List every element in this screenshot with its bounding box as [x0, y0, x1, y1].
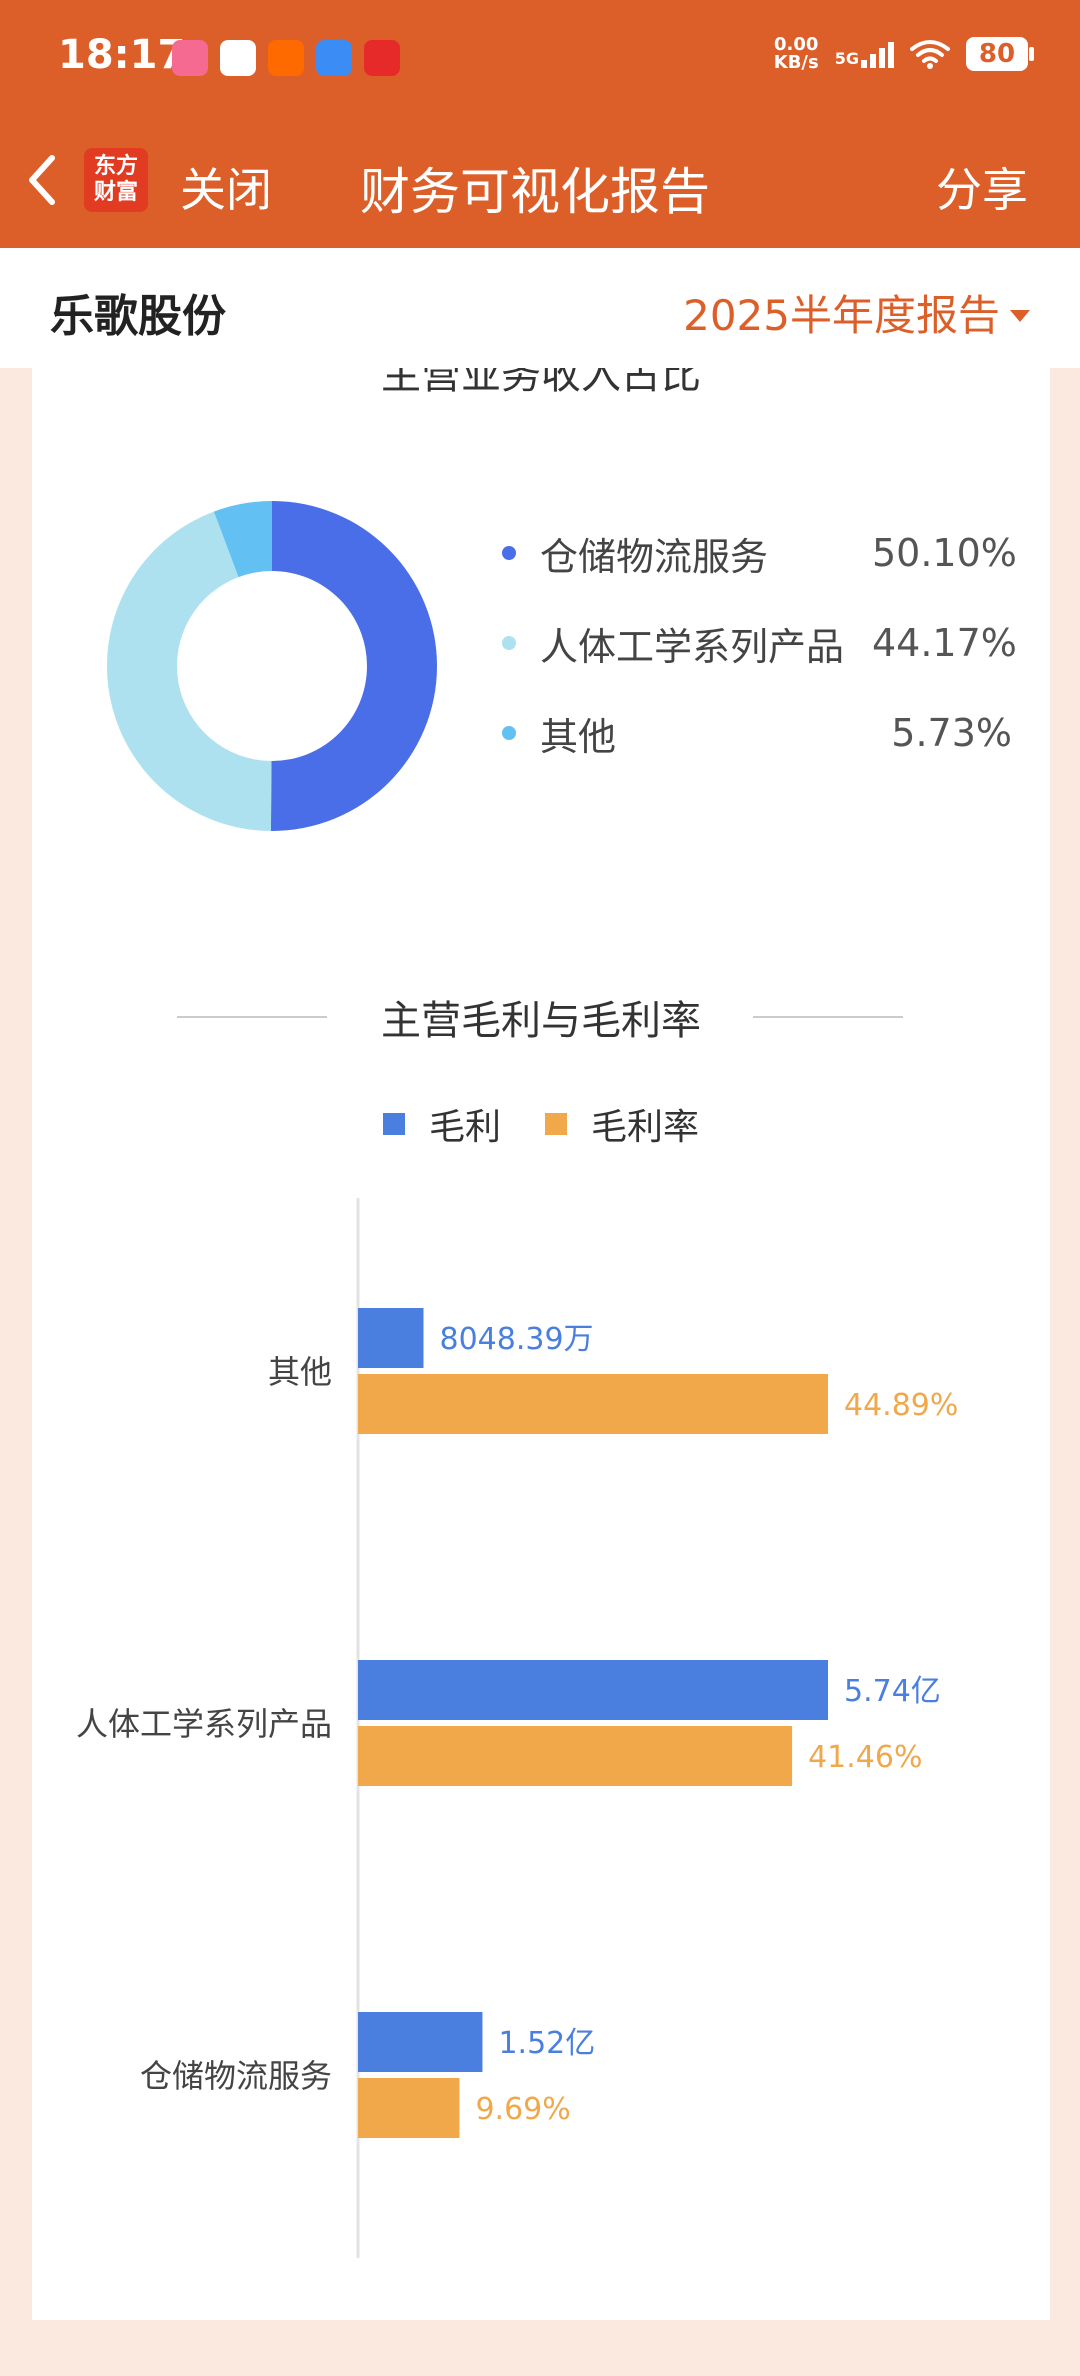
bar-value-label: 8048.39万: [440, 1322, 594, 1357]
app-icon-3: [268, 40, 304, 76]
legend-swatch: [382, 1113, 405, 1135]
divider-left: [177, 1016, 327, 1018]
legend-swatch: [545, 1113, 567, 1135]
legend-value: 5.73%: [891, 711, 1012, 755]
report-period-select[interactable]: 2025半年度报告: [683, 282, 1030, 343]
gross-margin-bar[interactable]: [358, 1726, 793, 1786]
report-period-label: 2025半年度报告: [683, 291, 1000, 340]
divider-right: [753, 1016, 903, 1018]
company-bar: 乐歌股份 2025半年度报告: [0, 248, 1080, 368]
legend-label: 人体工学系列产品: [540, 624, 845, 669]
donut-slice-1[interactable]: [107, 511, 272, 831]
gross-profit-bar[interactable]: [358, 1308, 424, 1368]
gross-margin-bar[interactable]: [358, 1374, 828, 1434]
bar-value-label: 44.89%: [844, 1388, 958, 1423]
network-speed: 0.00 KB/s: [774, 36, 819, 72]
legend-value: 50.10%: [872, 531, 1017, 575]
app-logo: 东方 财富: [84, 148, 148, 212]
report-card: 主营业务收入占比 仓储物流服务 50.10% 人体工学系列产品 44.17% 其…: [32, 368, 1050, 2320]
bar-section-header: 主营毛利与毛利率: [32, 978, 1050, 1048]
speed-unit: KB/s: [773, 52, 819, 73]
caret-down-icon: [1010, 309, 1030, 322]
app-icon-2: [220, 40, 256, 76]
legend-item[interactable]: 仓储物流服务 50.10%: [472, 508, 1017, 598]
bar-section-title: 主营毛利与毛利率: [381, 998, 701, 1044]
legend-item-gross-profit[interactable]: 毛利: [382, 1098, 501, 1150]
legend-dot: [502, 636, 516, 650]
category-label: 人体工学系列产品: [76, 1705, 332, 1743]
donut-slice-0[interactable]: [270, 501, 438, 831]
revenue-donut-chart: [107, 501, 438, 831]
bar-value-label: 1.52亿: [498, 2026, 595, 2061]
category-label: 仓储物流服务: [140, 2057, 332, 2095]
legend-item[interactable]: 其他 5.73%: [472, 688, 1012, 778]
speed-value: 0.00: [774, 34, 819, 55]
donut-legend: 仓储物流服务 50.10% 人体工学系列产品 44.17% 其他 5.73%: [472, 508, 1017, 778]
battery-icon: 80: [966, 37, 1034, 71]
close-button[interactable]: 关闭: [180, 163, 272, 217]
app-header: 18:17 0.00 KB/s 5G 80 东方 财富 关闭 财务可视化报告 分享: [0, 0, 1080, 248]
page-title: 财务可视化报告: [360, 163, 710, 221]
bar-legend: 毛利 毛利率: [32, 1098, 1050, 1150]
signal-group: 5G: [835, 40, 894, 68]
category-label: 其他: [268, 1353, 332, 1391]
legend-label: 毛利: [428, 1107, 501, 1148]
app-icon-4: [316, 40, 352, 76]
gross-margin-bar[interactable]: [358, 2078, 460, 2138]
donut-slice-2[interactable]: [213, 501, 272, 578]
share-button[interactable]: 分享: [936, 163, 1028, 217]
network-type: 5G: [834, 49, 859, 68]
legend-label: 其他: [540, 714, 617, 759]
status-right: 0.00 KB/s 5G 80: [774, 36, 1034, 72]
gross-profit-bar[interactable]: [358, 2012, 483, 2072]
chevron-left-icon[interactable]: [22, 150, 62, 210]
signal-icon: [861, 40, 894, 68]
legend-dot: [502, 726, 516, 740]
status-time: 18:17: [58, 32, 186, 78]
pie-section-title: 主营业务收入占比: [381, 368, 701, 398]
legend-label: 仓储物流服务: [540, 534, 769, 579]
gross-profit-bar[interactable]: [358, 1660, 828, 1720]
bar-value-label: 5.74亿: [844, 1674, 941, 1709]
status-app-icons: [172, 40, 400, 76]
bar-value-label: 41.46%: [808, 1740, 922, 1775]
bar-value-label: 9.69%: [475, 2092, 570, 2127]
legend-item-gross-margin[interactable]: 毛利率: [545, 1098, 699, 1150]
app-icon-1: [172, 40, 208, 76]
legend-dot: [502, 546, 516, 560]
legend-value: 44.17%: [872, 621, 1017, 665]
gross-profit-bar-chart: 其他 8048.39万 44.89% 人体工学系列产品 5.74亿 41.46% 仓储物流服…: [76, 1198, 958, 2258]
legend-item[interactable]: 人体工学系列产品 44.17%: [472, 598, 1017, 688]
wifi-icon: [910, 40, 950, 69]
legend-label: 毛利率: [591, 1107, 700, 1148]
company-name: 乐歌股份: [50, 291, 226, 342]
app-icon-5: [364, 40, 400, 76]
